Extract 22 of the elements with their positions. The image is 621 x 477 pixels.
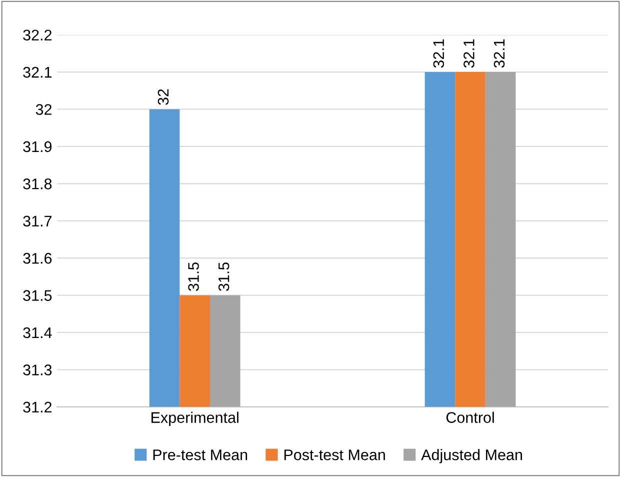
y-tick-label: 31.3 <box>23 364 52 376</box>
y-tick-label: 32.1 <box>23 66 52 78</box>
x-tick-label: Control <box>446 412 494 423</box>
y-tick-label: 32 <box>36 104 52 115</box>
y-tick-label: 32.2 <box>23 30 52 41</box>
data-label: 32 <box>158 89 169 105</box>
x-tick-label: Experimental <box>152 412 238 426</box>
y-tick-label: 31.2 <box>23 402 52 413</box>
y-tick-label: 31.6 <box>23 252 52 264</box>
y-tick-label: 31.8 <box>23 178 52 190</box>
data-label: 32.1 <box>464 39 474 68</box>
data-label: 32.1 <box>433 39 444 68</box>
legend-label: Pre-test Mean <box>153 450 248 460</box>
legend-label: Post-test Mean <box>284 450 385 460</box>
data-label: 32.1 <box>494 39 505 68</box>
y-tick-label: 31.7 <box>23 216 52 227</box>
data-label: 31.5 <box>218 262 230 291</box>
y-tick-label: 31.5 <box>23 290 52 301</box>
legend-label: Adjusted Mean <box>421 449 522 464</box>
y-tick-label: 31.4 <box>23 327 52 338</box>
data-label: 31.5 <box>188 262 199 291</box>
y-tick-label: 31.9 <box>23 141 52 152</box>
